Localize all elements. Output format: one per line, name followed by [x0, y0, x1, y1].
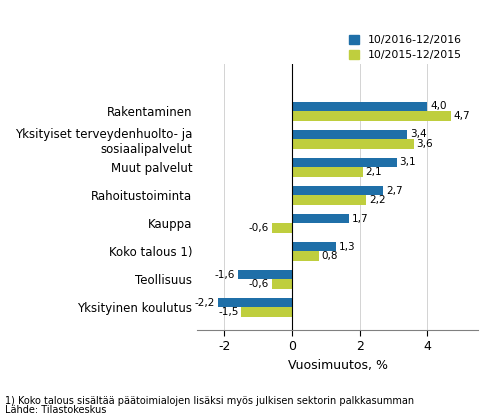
Bar [292, 196, 366, 205]
Text: -1,5: -1,5 [218, 307, 239, 317]
Text: -0,6: -0,6 [248, 280, 269, 290]
Text: 0,8: 0,8 [322, 251, 338, 261]
Text: 3,1: 3,1 [399, 158, 416, 168]
Bar [292, 139, 414, 149]
Text: 4,0: 4,0 [430, 102, 447, 111]
Bar [292, 158, 397, 167]
Bar [241, 307, 292, 317]
Bar [292, 214, 350, 223]
Bar [272, 280, 292, 289]
Text: 1) Koko talous sisältää päätoimialojen lisäksi myös julkisen sektorin palkkasumm: 1) Koko talous sisältää päätoimialojen l… [5, 396, 414, 406]
Bar [292, 111, 451, 121]
Bar [292, 251, 319, 261]
Bar [292, 102, 427, 111]
Bar [272, 223, 292, 233]
Bar [292, 129, 407, 139]
Text: 2,1: 2,1 [366, 167, 382, 177]
Text: 1,3: 1,3 [339, 242, 355, 252]
Bar [292, 167, 363, 177]
Text: Lähde: Tilastokeskus: Lähde: Tilastokeskus [5, 405, 106, 415]
Text: 1,7: 1,7 [352, 213, 369, 223]
Text: 4,7: 4,7 [454, 111, 470, 121]
Bar [217, 298, 292, 307]
Text: 3,6: 3,6 [417, 139, 433, 149]
X-axis label: Vuosimuutos, %: Vuosimuutos, % [287, 359, 387, 372]
Text: 2,7: 2,7 [386, 186, 403, 196]
Text: 2,2: 2,2 [369, 195, 386, 206]
Legend: 10/2016-12/2016, 10/2015-12/2015: 10/2016-12/2016, 10/2015-12/2015 [349, 35, 462, 60]
Text: -0,6: -0,6 [248, 223, 269, 233]
Text: -2,2: -2,2 [194, 297, 215, 307]
Bar [292, 242, 336, 251]
Bar [238, 270, 292, 280]
Text: -1,6: -1,6 [215, 270, 235, 280]
Text: 3,4: 3,4 [410, 129, 426, 139]
Bar [292, 186, 383, 196]
